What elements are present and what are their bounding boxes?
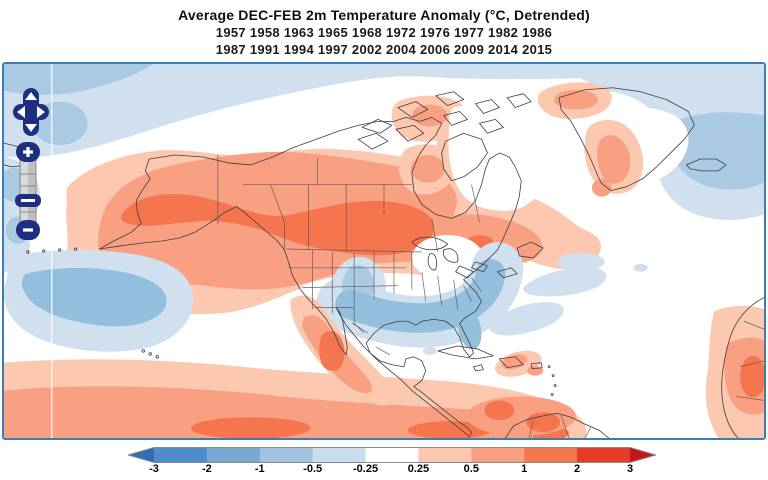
colorbar-segment <box>259 447 314 463</box>
warm-anomaly-greenland <box>584 119 644 197</box>
map-viewport[interactable] <box>2 62 766 440</box>
warm-anomaly-tropics <box>4 295 764 438</box>
pan-left-arrow-icon[interactable] <box>17 106 25 118</box>
zoom-in-plus-icon <box>23 147 33 157</box>
colorbar-tick-label: 1 <box>521 463 528 475</box>
colorbar-segment <box>471 447 525 463</box>
colorbar-tick-label: -1 <box>254 463 265 475</box>
colorbar-over-arrow <box>630 447 656 463</box>
colorbar-segment <box>206 447 261 463</box>
colorbar-scale <box>126 447 658 463</box>
colorbar: -3 -2 -1 -0.5 -0.25 0.25 0.5 1 2 3 <box>126 447 658 479</box>
political-borders <box>217 155 764 438</box>
colorbar-tick-label: -3 <box>149 463 159 475</box>
zoom-control[interactable] <box>14 142 42 240</box>
pan-control[interactable] <box>13 88 49 136</box>
colorbar-under-arrow <box>128 447 154 463</box>
coastlines <box>4 87 764 438</box>
pan-right-arrow-icon[interactable] <box>37 106 45 118</box>
page-title: Average DEC-FEB 2m Temperature Anomaly (… <box>178 7 590 23</box>
colorbar-tick-label: -0.25 <box>353 463 379 475</box>
colorbar-tick-label: -0.5 <box>303 463 323 475</box>
zoom-track-ticks <box>20 173 36 213</box>
colorbar-tick-labels: -3 -2 -1 -0.5 -0.25 0.25 0.5 1 2 3 <box>128 463 656 477</box>
colorbar-tick-label: 0.25 <box>407 463 430 475</box>
colorbar-tick-label: -2 <box>201 463 212 475</box>
pan-up-arrow-icon[interactable] <box>25 92 37 100</box>
colorbar-tick-label: 2 <box>574 463 581 475</box>
composite-years-line-1: 1957 1958 1963 1965 1968 1972 1976 1977 … <box>215 25 553 40</box>
colorbar-segment <box>524 447 578 463</box>
colorbar-segment <box>154 447 208 463</box>
header: Average DEC-FEB 2m Temperature Anomaly (… <box>0 0 768 57</box>
temperature-anomaly-map[interactable] <box>4 64 764 438</box>
colorbar-outline <box>126 447 658 463</box>
colorbar-segment <box>365 447 419 463</box>
colorbar-tick-label: 3 <box>626 463 634 475</box>
pan-control-horizontal-lobe <box>13 104 49 120</box>
colorbar-segment <box>577 447 631 463</box>
colorbar-segment <box>312 447 367 463</box>
colorbar-segment <box>418 447 472 463</box>
composite-years-line-2: 1987 1991 1994 1997 2002 2004 2006 2009 … <box>215 42 553 57</box>
zoom-track-highlight <box>21 161 28 221</box>
colorbar-tick-label: 0.5 <box>463 463 479 475</box>
pan-down-arrow-icon[interactable] <box>25 124 37 132</box>
